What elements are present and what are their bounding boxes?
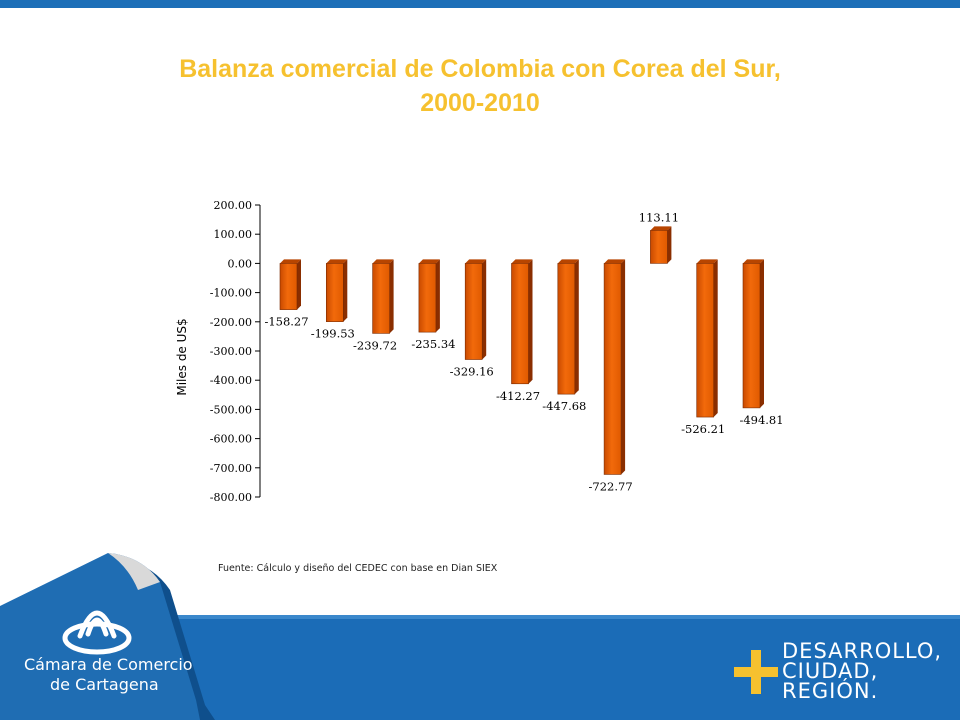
data-label: -158.27 [264,315,308,329]
bar-top [557,259,579,264]
data-label: -526.21 [681,422,725,436]
bar [742,263,761,409]
bar-side [760,259,764,408]
bar-top [696,259,718,264]
data-label: -235.34 [411,337,455,351]
bar-top [604,259,626,264]
bar-top [372,259,394,264]
bar [325,263,344,322]
top-bar [0,0,960,8]
bar [418,263,437,333]
bar [279,263,298,310]
bar-top [743,259,764,264]
y-tick-label: -800.00 [210,491,252,504]
y-tick-label: 100.00 [214,228,253,241]
data-label: -199.53 [311,327,355,341]
bar-side [528,259,533,384]
bar-top [418,259,440,264]
bar-top [465,259,487,264]
bar-top [650,226,672,231]
data-label: -329.16 [450,365,494,379]
bar [650,230,668,264]
data-label: -412.27 [496,389,540,403]
bar [603,263,622,475]
bar-side [389,259,394,334]
bar-side [297,259,301,310]
y-tick-label: -400.00 [210,374,252,387]
source-note: Fuente: Cálculo y diseño del CEDEC con b… [218,563,498,574]
bar-side [621,259,626,475]
data-label: -494.81 [739,413,783,427]
bar [372,263,390,334]
y-tick-label: -600.00 [210,433,252,446]
chart-title-line-2: 2000-2010 [420,89,540,117]
bar-side [435,259,440,333]
chart-title: Balanza comercial de Colombia con Corea … [120,52,840,120]
y-tick-label: -300.00 [210,345,252,358]
slogan-line-3: REGIÓN. [782,679,879,703]
logo-panel-shape [0,553,200,720]
plus-icon [734,650,778,694]
slogan-line-2: CIUDAD, [782,659,879,683]
logo-text-line-1: Cámara de Comercio [24,655,193,674]
bar [511,263,529,385]
bar-side [574,259,579,395]
slogan-line-1: DESARROLLO, [782,639,943,663]
footer-stripe [0,615,960,619]
logo-panel-fold [108,553,160,590]
bar-chart: 200.00 100.00 0.00 -100.00 -200.00 -300.00 -40… [175,199,784,504]
y-tick-label: 0.00 [228,257,253,270]
y-tick-label: -700.00 [210,462,252,475]
data-label: -722.77 [589,479,633,493]
logo-text-line-2: de Cartagena [50,675,159,694]
y-axis-label: Miles de US$ [175,318,189,395]
y-tick-label: -100.00 [210,287,252,300]
bar-top [326,259,348,264]
logo-panel [0,553,215,720]
bar-top [280,259,301,264]
y-tick-label: 200.00 [214,199,253,212]
y-tick-label: -500.00 [210,403,252,416]
bar [696,263,715,418]
chamber-logo-icon [62,610,132,655]
bar-side [482,259,487,360]
data-label: -447.68 [542,399,586,413]
bar-side [667,226,672,264]
bar-top [511,259,533,264]
y-tick-label: -200.00 [210,316,252,329]
bar-side [343,259,348,322]
bar [464,263,483,360]
data-label: -239.72 [353,338,397,352]
bar-side [713,259,718,418]
bar [557,263,576,395]
chart-title-line-1: Balanza comercial de Colombia con Corea … [179,55,781,83]
data-label: 113.11 [639,210,679,224]
